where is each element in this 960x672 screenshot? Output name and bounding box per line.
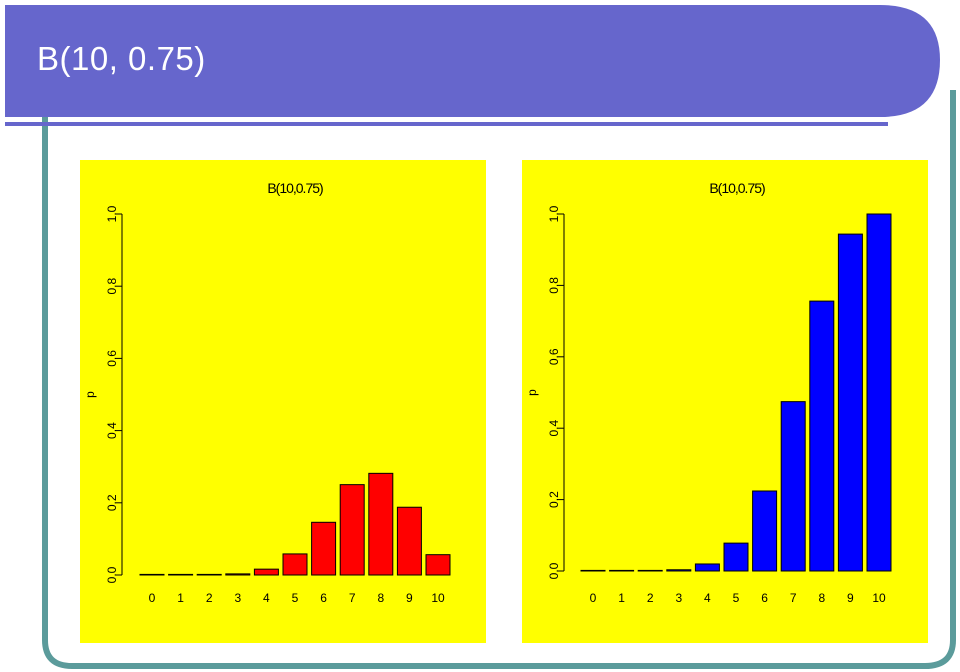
bar-7	[780, 401, 806, 572]
x-tick-label: 2	[206, 591, 213, 605]
bar-8	[809, 300, 835, 572]
slide-border	[42, 60, 956, 669]
bar-1	[609, 569, 635, 572]
y-tick-label: 0.0	[105, 566, 119, 583]
y-tick-label: 1.0	[547, 205, 561, 222]
y-axis-label: p	[525, 389, 539, 396]
x-tick-label: 4	[704, 591, 711, 605]
x-tick-label: 3	[675, 591, 682, 605]
x-tick-label: 9	[847, 591, 854, 605]
y-tick-label: 0.2	[547, 491, 561, 508]
x-tick-label: 1	[618, 591, 625, 605]
x-tick-label: 7	[349, 591, 356, 605]
chart-left: B(10,0.75) p 0.0 0.2 0.4 0.6 0.8 1.0 0 1 2 3 4 5 6 7 8 9 1…	[80, 160, 486, 643]
y-tick-label: 0.8	[105, 278, 119, 295]
bar-4	[253, 568, 279, 576]
y-tick-label: 0.4	[547, 420, 561, 437]
bar-3	[225, 573, 251, 576]
bar-0	[139, 573, 165, 576]
chart-title: B(10,0.75)	[709, 180, 765, 196]
bar-3	[666, 569, 692, 572]
bar-6	[752, 490, 778, 572]
bar-10	[866, 213, 892, 572]
bar-5	[723, 542, 749, 572]
chart-title: B(10,0.75)	[267, 180, 323, 196]
y-tick-label: 0.8	[547, 277, 561, 294]
x-tick-label: 6	[761, 591, 768, 605]
x-tick-label: 0	[149, 591, 156, 605]
bar-8	[368, 472, 394, 576]
bar-7	[339, 484, 365, 576]
y-tick-label: 0.4	[105, 422, 119, 439]
y-tick-label: 0.0	[547, 562, 561, 579]
x-tick-label: 2	[647, 591, 654, 605]
y-tick-label: 0.6	[547, 348, 561, 365]
chart-panel-left: B(10,0.75) p 0.0 0.2 0.4 0.6 0.8 1.0 0 1 2 3 4 5 6 7 8 9 1…	[80, 160, 486, 643]
slide-title: B(10, 0.75)	[37, 40, 206, 77]
x-tick-label: 8	[818, 591, 825, 605]
bar-10	[425, 554, 451, 576]
x-tick-label: 0	[590, 591, 597, 605]
x-tick-label: 5	[733, 591, 740, 605]
y-tick-label: 0.2	[105, 494, 119, 511]
bar-0	[580, 569, 606, 572]
bar-9	[837, 233, 863, 572]
x-tick-label: 4	[263, 591, 270, 605]
x-tick-label: 6	[320, 591, 327, 605]
chart-right: B(10,0.75) p 0.0 0.2 0.4 0.6 0.8 1.0 0 1 2 3 4 5 6 7 8 9 1…	[522, 160, 928, 643]
y-axis-label: p	[83, 391, 97, 398]
x-tick-label: 9	[406, 591, 413, 605]
bar-6	[311, 521, 337, 576]
bar-5	[282, 553, 308, 576]
x-tick-label: 10	[431, 591, 445, 605]
x-tick-label: 1	[177, 591, 184, 605]
header-band	[5, 5, 940, 117]
x-tick-label: 7	[790, 591, 797, 605]
x-tick-label: 8	[377, 591, 384, 605]
bar-2	[637, 569, 663, 572]
chart-panel-right: B(10,0.75) p 0.0 0.2 0.4 0.6 0.8 1.0 0 1 2 3 4 5 6 7 8 9 1…	[522, 160, 928, 643]
bar-2	[196, 573, 222, 576]
y-tick-label: 0.6	[105, 350, 119, 367]
bar-4	[694, 563, 720, 572]
x-tick-label: 10	[872, 591, 886, 605]
bar-1	[168, 573, 194, 576]
x-tick-label: 5	[292, 591, 299, 605]
y-tick-label: 1.0	[105, 205, 119, 222]
x-tick-label: 3	[234, 591, 241, 605]
bar-9	[396, 506, 422, 576]
